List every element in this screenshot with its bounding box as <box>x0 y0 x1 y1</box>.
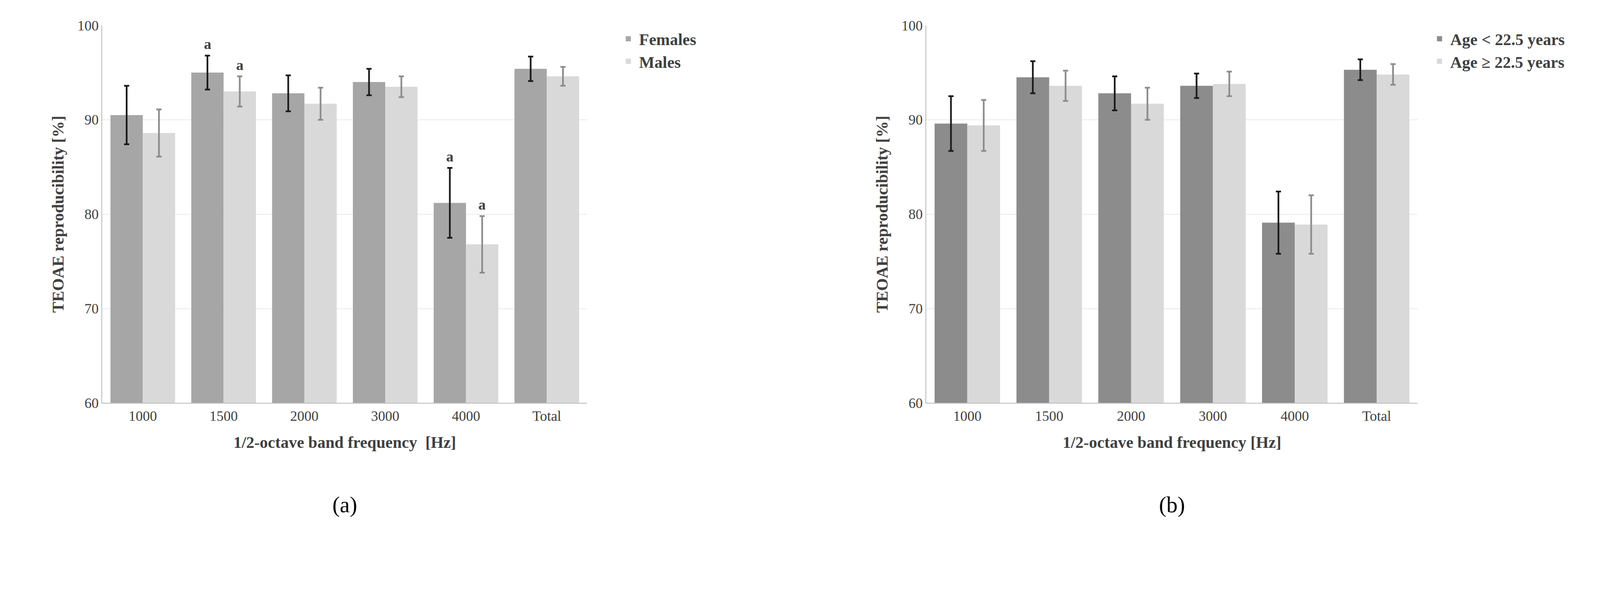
svg-text:1500: 1500 <box>209 408 238 424</box>
svg-text:1000: 1000 <box>128 408 158 424</box>
svg-text:2000: 2000 <box>290 408 319 424</box>
svg-text:Males: Males <box>638 53 681 72</box>
svg-text:3000: 3000 <box>371 408 400 424</box>
svg-text:a: a <box>478 196 486 213</box>
svg-text:70: 70 <box>84 301 99 317</box>
svg-text:Age ≥ 22.5 years: Age ≥ 22.5 years <box>1450 53 1565 72</box>
svg-text:100: 100 <box>901 18 923 34</box>
svg-text:Total: Total <box>532 408 562 424</box>
svg-text:3000: 3000 <box>1198 408 1228 424</box>
svg-text:TEOAE reproducibility [%]: TEOAE reproducibility [%] <box>48 115 67 313</box>
svg-text:1500: 1500 <box>1034 408 1064 424</box>
svg-text:2000: 2000 <box>1116 408 1146 424</box>
svg-text:TEOAE reproducibility [%]: TEOAE reproducibility [%] <box>873 115 892 313</box>
svg-text:a: a <box>203 36 212 52</box>
svg-text:90: 90 <box>908 112 923 128</box>
svg-text:1/2-octave band frequency [Hz]: 1/2-octave band frequency [Hz] <box>1062 433 1282 452</box>
svg-text:Age < 22.5 years: Age < 22.5 years <box>1450 30 1565 49</box>
svg-text:70: 70 <box>908 301 923 317</box>
svg-text:a: a <box>446 148 454 165</box>
svg-text:60: 60 <box>908 395 923 411</box>
svg-text:4000: 4000 <box>1280 408 1309 424</box>
svg-text:1/2-octave band frequency [Hz: 1/2-octave band frequency [Hz] <box>233 433 457 452</box>
svg-text:80: 80 <box>84 206 99 223</box>
svg-text:(a): (a) <box>332 492 358 518</box>
svg-text:90: 90 <box>84 112 99 128</box>
svg-text:1000: 1000 <box>953 408 982 424</box>
svg-text:Total: Total <box>1362 408 1391 424</box>
svg-text:Females: Females <box>638 30 697 49</box>
svg-text:100: 100 <box>77 18 99 34</box>
svg-text:80: 80 <box>908 206 923 223</box>
svg-text:(b): (b) <box>1158 492 1186 518</box>
svg-text:60: 60 <box>84 395 99 411</box>
svg-text:4000: 4000 <box>451 408 481 424</box>
svg-text:a: a <box>236 57 244 74</box>
